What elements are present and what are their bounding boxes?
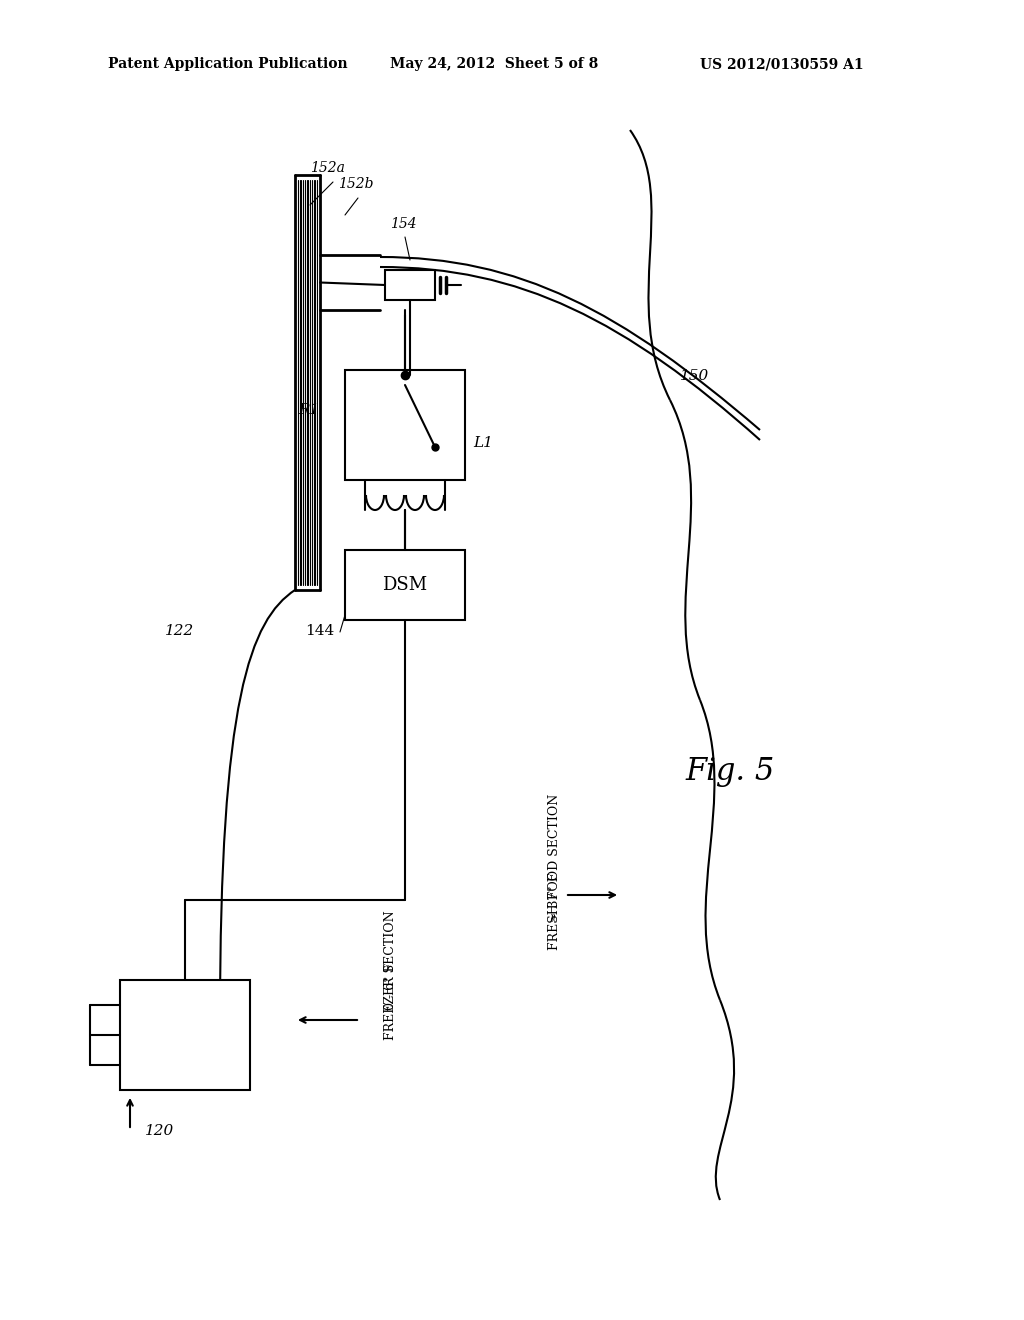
Text: ≈ 37° F: ≈ 37° F xyxy=(549,873,561,921)
Text: May 24, 2012  Sheet 5 of 8: May 24, 2012 Sheet 5 of 8 xyxy=(390,57,598,71)
Text: 154: 154 xyxy=(390,216,417,231)
Text: DSM: DSM xyxy=(382,576,428,594)
Text: 152a: 152a xyxy=(310,161,345,176)
Bar xyxy=(385,271,435,300)
Text: Patent Application Publication: Patent Application Publication xyxy=(108,57,347,71)
Text: US 2012/0130559 A1: US 2012/0130559 A1 xyxy=(700,57,863,71)
Text: 122: 122 xyxy=(165,624,195,638)
Text: 144: 144 xyxy=(305,624,334,638)
Text: 120: 120 xyxy=(145,1125,174,1138)
Text: 0 - 6° F: 0 - 6° F xyxy=(384,962,396,1010)
Text: 152b: 152b xyxy=(338,177,374,191)
Text: L1: L1 xyxy=(473,436,493,450)
Text: FREEZER SECTION: FREEZER SECTION xyxy=(384,911,396,1040)
Bar xyxy=(345,370,465,480)
Bar xyxy=(345,550,465,620)
Text: Fig. 5: Fig. 5 xyxy=(685,756,774,787)
Text: 150: 150 xyxy=(680,370,710,383)
Text: FRESH FOOD SECTION: FRESH FOOD SECTION xyxy=(549,793,561,950)
Text: R1: R1 xyxy=(298,403,319,417)
Bar xyxy=(120,979,250,1090)
